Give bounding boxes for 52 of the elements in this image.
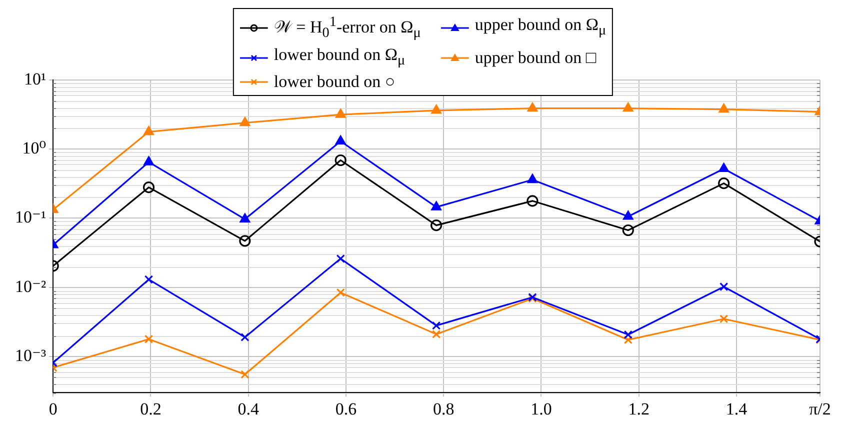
x-tick-label: 0.2 — [140, 399, 162, 418]
point — [144, 275, 154, 284]
point — [719, 314, 728, 324]
point — [335, 108, 346, 118]
legend-label: lower bound on Ω$_{μ}$ — [274, 44, 406, 70]
point — [624, 336, 632, 344]
point — [718, 162, 729, 172]
y-tick-label: 10⁰ — [22, 138, 46, 158]
point — [431, 201, 442, 210]
point — [142, 182, 155, 194]
legend-label: upper bound on □ — [474, 46, 596, 69]
y-tick-label: 10⁻² — [14, 276, 46, 296]
x-tick-label: 0.8 — [432, 399, 454, 418]
point — [240, 117, 250, 126]
point — [432, 321, 441, 330]
y-tick-label: 10¹ — [24, 69, 46, 88]
point — [718, 178, 730, 190]
point — [432, 330, 441, 339]
point — [240, 213, 250, 222]
point — [527, 102, 538, 112]
point — [144, 126, 154, 136]
point — [334, 154, 346, 166]
point — [623, 102, 634, 112]
x-tick-label: 0 — [48, 399, 58, 418]
x-tick-label: 0.4 — [238, 399, 260, 418]
legend-label: 𝒲 = H$_{0}$$^{1}$-error on Ω$_{μ}$ — [274, 13, 421, 44]
point — [144, 334, 154, 344]
y-tick-label: 10⁻³ — [14, 346, 46, 365]
point — [430, 220, 442, 232]
point — [624, 330, 632, 339]
point — [240, 370, 250, 379]
x-tick-label: 1.0 — [530, 399, 552, 418]
point — [526, 195, 538, 207]
point — [335, 135, 346, 145]
legend-label: lower bound on ○ — [274, 71, 396, 94]
y-tick-label: 10⁻¹ — [14, 208, 46, 227]
point — [144, 156, 154, 166]
point — [718, 104, 729, 113]
x-tick-label: 1.4 — [726, 399, 748, 418]
legend-label: upper bound on Ω$_{μ}$ — [474, 14, 606, 40]
x-tick-label: 1.2 — [628, 399, 650, 418]
point — [622, 224, 634, 236]
point — [719, 282, 728, 292]
point — [527, 174, 538, 184]
point — [623, 210, 634, 220]
point — [336, 254, 345, 263]
point — [431, 104, 442, 114]
x-tick-label: π/2 — [809, 399, 831, 418]
x-tick-label: 0.6 — [335, 399, 357, 418]
point — [239, 235, 251, 247]
point — [240, 332, 250, 342]
point — [336, 288, 345, 297]
